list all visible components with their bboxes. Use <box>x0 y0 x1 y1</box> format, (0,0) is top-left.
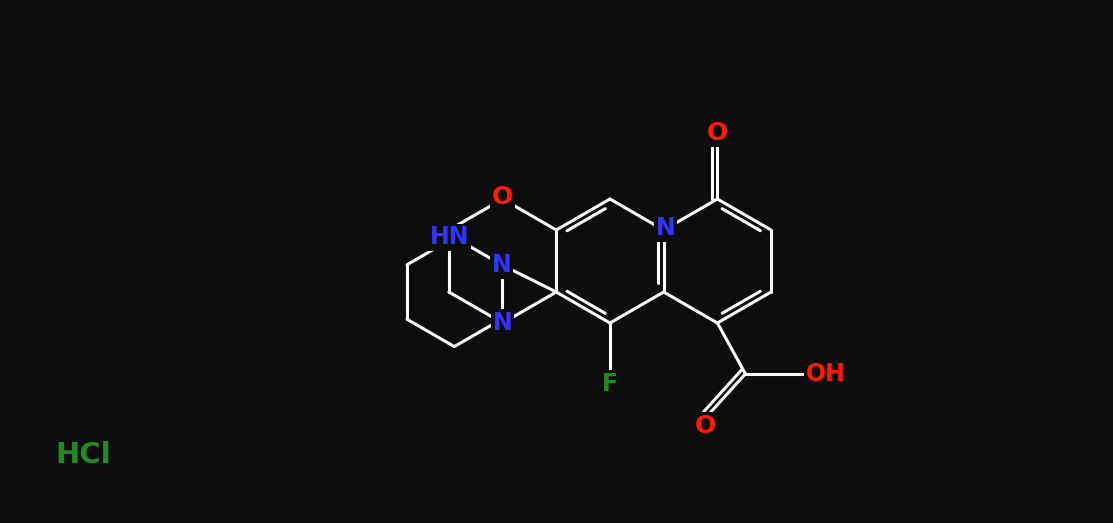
Text: N: N <box>492 253 511 277</box>
Text: O: O <box>695 414 716 438</box>
Text: N: N <box>493 311 512 335</box>
Text: F: F <box>602 371 618 395</box>
Text: O: O <box>707 121 728 145</box>
Text: OH: OH <box>806 362 846 386</box>
Text: HCl: HCl <box>55 441 111 469</box>
Text: O: O <box>492 185 513 209</box>
Text: N: N <box>656 216 676 240</box>
Text: HN: HN <box>430 225 469 249</box>
